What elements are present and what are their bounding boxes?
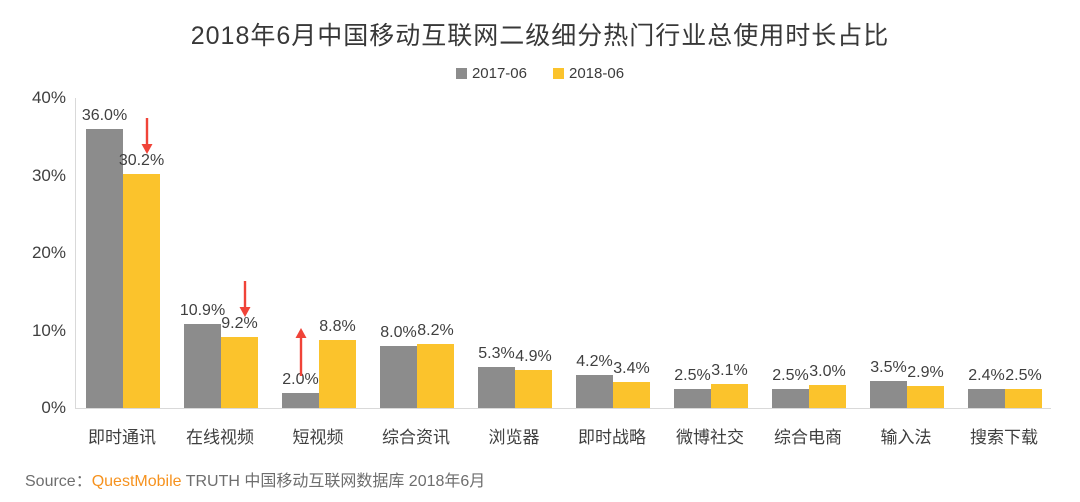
value-label-2017-06-搜索下载: 2.4% [968, 367, 1005, 385]
value-label-2017-06-即时战略: 4.2% [576, 353, 613, 371]
y-tick-label: 10% [31, 320, 66, 340]
bar-2017-06-即时通讯 [86, 129, 123, 408]
y-axis: 0% 10% 20% 30% 40% [0, 88, 66, 417]
value-label-2017-06-即时通讯: 36.0% [81, 107, 128, 124]
bar-group-搜索下载: 2.4% 2.5% [968, 98, 1042, 408]
y-tick-label: 40% [31, 88, 66, 107]
bar-2018-06-在线视频 [221, 336, 258, 408]
bar-group-在线视频: 10.9% 9.2% [180, 98, 258, 408]
y-tick-label: 30% [31, 165, 66, 185]
trend-arrow-down-在线视频 [238, 280, 251, 317]
bar-2018-06-即时通讯 [123, 173, 160, 408]
bar-group-综合资讯: 8.0% 8.2% [380, 98, 454, 408]
trend-arrow-up-短视频 [294, 327, 307, 376]
value-label-2018-06-输入法: 2.9% [907, 363, 944, 381]
bar-group-综合电商: 2.5% 3.0% [772, 98, 846, 408]
bar-2017-06-综合电商 [772, 388, 809, 408]
x-axis-label-在线视频: 在线视频 [186, 428, 254, 447]
bar-2018-06-微博社交 [711, 383, 748, 408]
x-axis-label-短视频: 短视频 [292, 428, 344, 447]
x-axis-label-即时通讯: 即时通讯 [88, 428, 156, 447]
bar-2018-06-综合资讯 [417, 344, 454, 408]
bar-2018-06-综合电商 [809, 384, 846, 408]
legend-item-2017-06: 2017-06 [455, 64, 527, 82]
bar-2018-06-浏览器 [515, 370, 552, 408]
legend: 2017-06 2018-06 [0, 63, 1080, 83]
x-axis-label-综合电商: 综合电商 [774, 428, 842, 447]
bar-2017-06-即时战略 [576, 375, 613, 408]
bar-2017-06-在线视频 [184, 323, 221, 408]
value-label-2018-06-短视频: 8.8% [319, 317, 356, 335]
bar-2017-06-综合资讯 [380, 346, 417, 408]
value-label-2018-06-微博社交: 3.1% [711, 361, 748, 379]
trend-arrow-down-即时通讯 [140, 117, 153, 154]
bar-2018-06-即时战略 [613, 381, 650, 408]
bar-2017-06-输入法 [870, 380, 907, 408]
source-line: Source：QuestMobile TRUTH 中国移动互联网数据库 2018… [25, 467, 485, 491]
bar-2018-06-短视频 [319, 339, 356, 408]
value-label-2017-06-短视频: 2.0% [282, 370, 319, 388]
value-label-2018-06-搜索下载: 2.5% [1005, 366, 1042, 384]
bar-2018-06-输入法 [907, 385, 944, 408]
value-label-2017-06-浏览器: 5.3% [478, 344, 515, 362]
plot-area: 36.0% 30.2% 10.9% 9.2% 2.0% 8.8% 8.0% 8.2% 5.3% 4… [75, 98, 1051, 409]
value-label-2018-06-综合资讯: 8.2% [417, 322, 454, 340]
chart-title: 2018年6月中国移动互联网二级细分热门行业总使用时长占比 [190, 22, 890, 50]
bar-2017-06-浏览器 [478, 366, 515, 408]
bar-2017-06-微博社交 [674, 388, 711, 408]
value-label-2018-06-在线视频: 9.2% [221, 314, 258, 332]
value-label-2018-06-综合电商: 3.0% [809, 362, 846, 380]
legend-label: 2018-06 [569, 64, 625, 82]
x-axis-label-微博社交: 微博社交 [676, 428, 744, 447]
legend-swatch-icon [553, 67, 564, 79]
bar-group-输入法: 3.5% 2.9% [870, 98, 944, 408]
legend-label: 2017-06 [471, 64, 527, 82]
x-axis-label-输入法: 输入法 [880, 428, 932, 447]
legend-item-2018-06: 2018-06 [553, 65, 624, 82]
x-axis-label-即时战略: 即时战略 [578, 428, 646, 447]
value-label-2017-06-综合电商: 2.5% [772, 366, 809, 384]
y-tick-label: 0% [41, 398, 66, 417]
value-label-2017-06-在线视频: 10.9% [179, 301, 226, 319]
value-label-2018-06-即时战略: 3.4% [613, 359, 650, 377]
source-suffix: TRUTH 中国移动互联网数据库 2018年6月 [181, 473, 486, 490]
bar-group-即时通讯: 36.0% 30.2% [82, 98, 164, 408]
x-axis-label-搜索下载: 搜索下载 [970, 428, 1038, 447]
legend-swatch-icon [455, 67, 467, 79]
bar-group-即时战略: 4.2% 3.4% [576, 98, 650, 408]
value-label-2018-06-浏览器: 4.9% [515, 348, 552, 366]
x-axis-labels: 即时通讯 在线视频 短视频 综合资讯 浏览器 即时战略 微博社交 综合电商 输入法 搜索下载 [75, 423, 1050, 449]
bar-2017-06-短视频 [282, 392, 319, 408]
bar-2017-06-搜索下载 [968, 389, 1005, 408]
value-label-2017-06-输入法: 3.5% [870, 358, 907, 376]
x-axis-label-综合资讯: 综合资讯 [382, 428, 450, 447]
value-label-2018-06-即时通讯: 30.2% [118, 151, 165, 169]
y-tick-label: 20% [31, 243, 66, 262]
bar-group-浏览器: 5.3% 4.9% [478, 98, 552, 408]
source-prefix: Source： [25, 473, 92, 490]
x-axis-label-浏览器: 浏览器 [488, 428, 540, 447]
source-brand: QuestMobile [91, 473, 182, 490]
value-label-2017-06-微博社交: 2.5% [674, 366, 711, 384]
bar-group-短视频: 2.0% 8.8% [282, 98, 356, 408]
bar-2018-06-搜索下载 [1005, 388, 1042, 408]
bar-group-微博社交: 2.5% 3.1% [674, 98, 748, 408]
value-label-2017-06-综合资讯: 8.0% [380, 324, 417, 341]
